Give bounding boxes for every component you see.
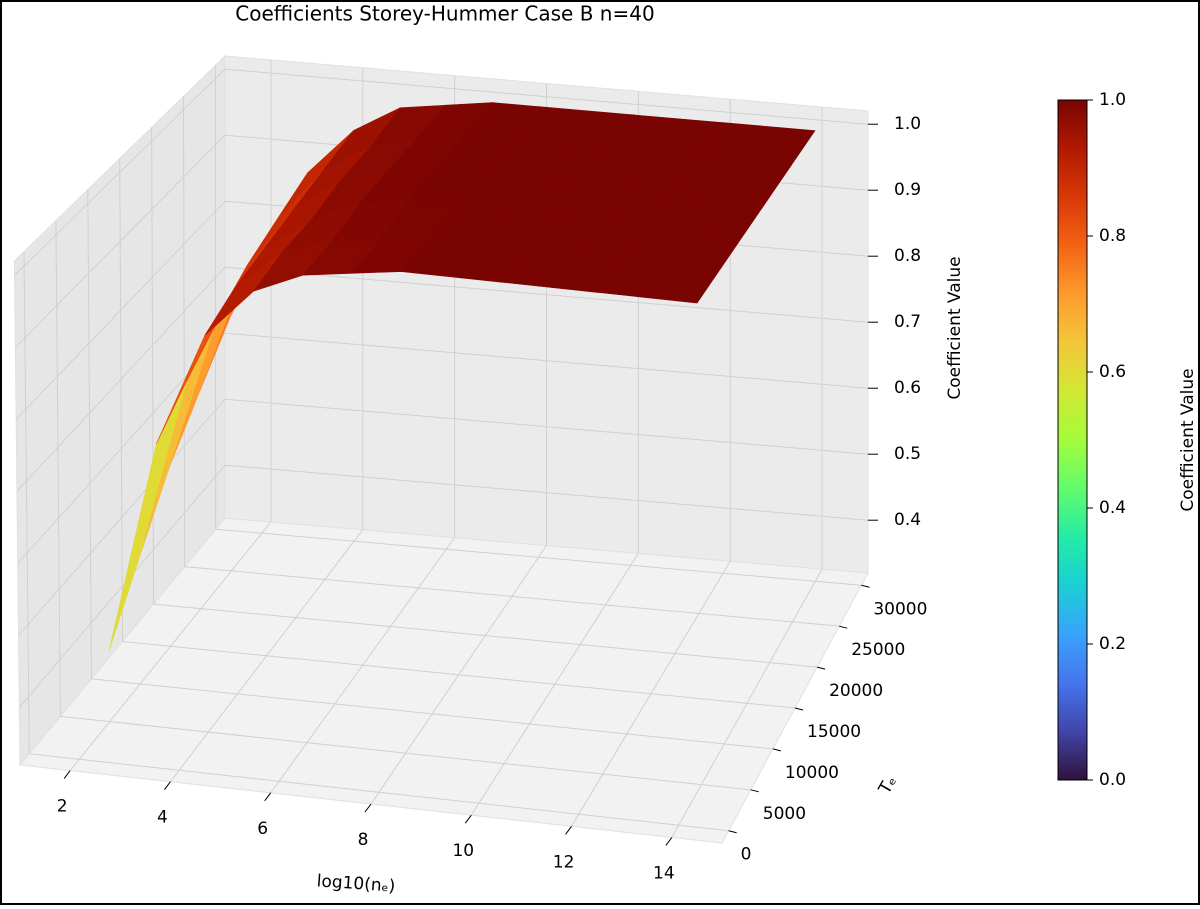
z-tick-label: 0.5 [894,444,921,464]
y-tick-label: 30000 [873,599,927,619]
z-tick-label: 1.0 [894,114,921,134]
chart-title: Coefficients Storey-Hummer Case B n=40 [235,2,654,26]
y-tick-label: 10000 [785,763,839,783]
y-tick-label: 15000 [807,722,861,742]
y-tick-label: 5000 [763,804,806,824]
z-tick-label: 0.7 [894,312,921,332]
y-tick-label: 0 [741,845,752,865]
x-tick-label: 2 [57,797,68,817]
x-tick-label: 10 [452,841,474,861]
colorbar-tick-label: 0.4 [1099,498,1126,518]
colorbar-tick-label: 0.6 [1099,362,1126,382]
z-tick-label: 0.6 [894,378,921,398]
colorbar-tick-label: 1.0 [1099,90,1126,110]
z-tick-label: 0.9 [894,180,921,200]
x-tick-label: 6 [257,819,268,839]
x-tick-label: 4 [157,808,168,828]
colorbar-tick-label: 0.8 [1099,226,1126,246]
colorbar-tick-label: 0.2 [1099,634,1126,654]
z-axis-label: Coefficient Value [945,256,965,399]
z-tick-label: 0.4 [894,510,921,530]
y-tick-label: 20000 [829,681,883,701]
colorbar-tick-label: 0.0 [1099,770,1126,790]
x-tick-label: 14 [653,863,675,883]
z-tick-label: 0.8 [894,246,921,266]
colorbar [1058,100,1087,780]
x-tick-label: 12 [553,852,575,872]
x-tick-label: 8 [358,830,369,850]
colorbar-label: Coefficient Value [1178,368,1198,511]
y-tick-label: 25000 [851,640,905,660]
